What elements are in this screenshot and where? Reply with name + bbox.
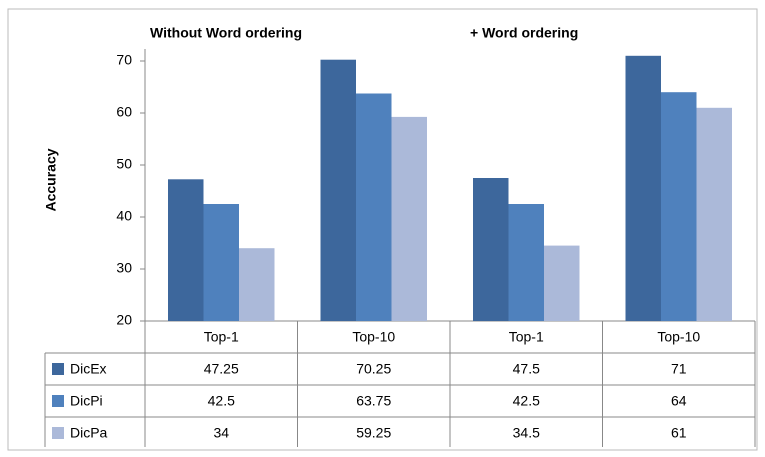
bar (508, 204, 544, 321)
legend-label: DicPi (70, 393, 103, 409)
x-tick-label: Top-10 (657, 329, 700, 345)
y-tick-label: 60 (116, 104, 132, 120)
legend-label: DicEx (70, 361, 107, 377)
table-value: 63.75 (356, 393, 391, 409)
y-tick-label: 70 (116, 52, 132, 68)
y-tick-label: 50 (116, 156, 132, 172)
table-value: 34.5 (513, 425, 540, 441)
y-tick-label: 40 (116, 208, 132, 224)
bar (239, 248, 275, 321)
legend-key (52, 363, 64, 375)
y-tick-label: 20 (116, 312, 132, 328)
table-value: 42.5 (208, 393, 235, 409)
y-axis-label: Accuracy (43, 148, 59, 211)
table-value: 47.25 (204, 361, 239, 377)
bar (391, 116, 427, 322)
table-value: 64 (671, 393, 687, 409)
bar (203, 204, 239, 321)
bar (473, 178, 509, 321)
group-label: Without Word ordering (150, 25, 302, 41)
table-value: 70.25 (356, 361, 391, 377)
chart-frame (7, 8, 758, 451)
legend-key (52, 395, 64, 407)
bar (356, 93, 392, 321)
y-tick-label: 30 (116, 260, 132, 276)
legend-key (52, 427, 64, 439)
legend-label: DicPa (70, 425, 108, 441)
table-value: 34 (213, 425, 229, 441)
group-label: + Word ordering (470, 25, 578, 41)
bar (696, 107, 732, 321)
bar (168, 179, 204, 321)
bar (544, 245, 580, 321)
table-value: 71 (671, 361, 687, 377)
x-tick-label: Top-10 (352, 329, 395, 345)
table-value: 47.5 (513, 361, 540, 377)
bar (661, 92, 697, 321)
table-value: 61 (671, 425, 687, 441)
bar (625, 55, 661, 322)
bar (320, 59, 356, 321)
table-value: 42.5 (513, 393, 540, 409)
x-tick-label: Top-1 (204, 329, 239, 345)
table-value: 59.25 (356, 425, 391, 441)
x-tick-label: Top-1 (509, 329, 544, 345)
